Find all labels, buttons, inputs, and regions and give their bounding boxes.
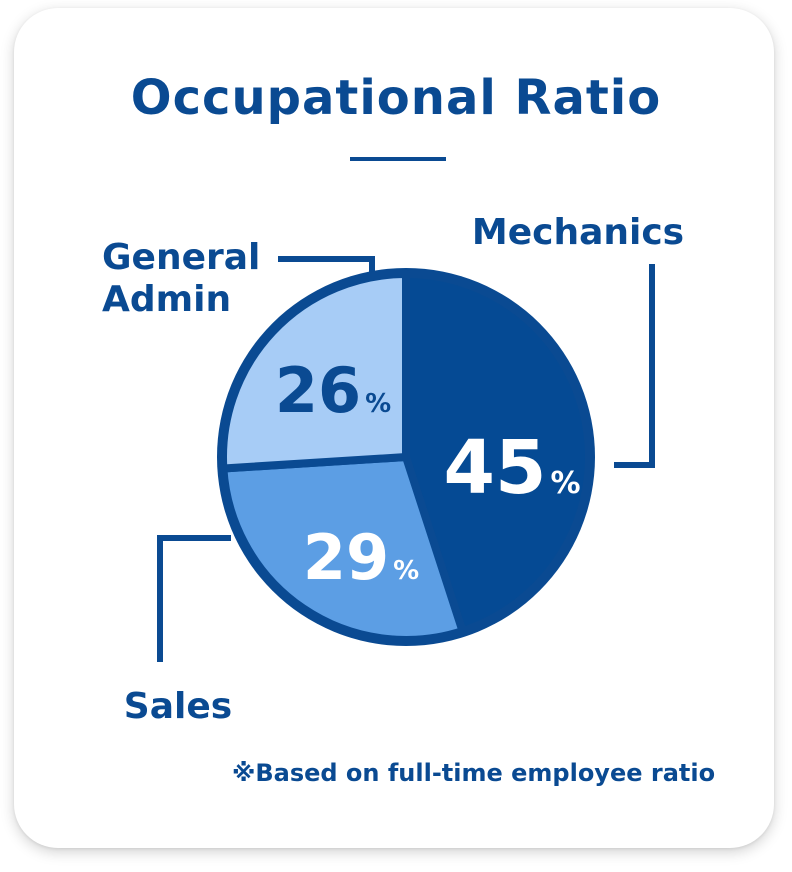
chart-title: Occupational Ratio — [130, 70, 662, 126]
pct-label-general-admin: 26% — [275, 354, 391, 427]
leader-sales — [157, 535, 231, 662]
leader-mechanics — [614, 264, 655, 468]
category-label-sales: Sales — [124, 686, 232, 727]
footnote: ※Based on full-time employee ratio — [232, 759, 716, 787]
title-underline — [350, 157, 446, 161]
category-label-general-admin: General Admin — [102, 237, 260, 320]
pie-slice-mechanics — [402, 270, 593, 636]
pie-slice-sales — [219, 453, 467, 644]
pct-label-sales: 29% — [303, 521, 419, 594]
leader-general-admin — [278, 256, 375, 272]
pie-slice-general-admin — [219, 270, 410, 473]
pct-label-mechanics: 45% — [443, 425, 580, 511]
category-label-mechanics: Mechanics — [472, 212, 684, 253]
